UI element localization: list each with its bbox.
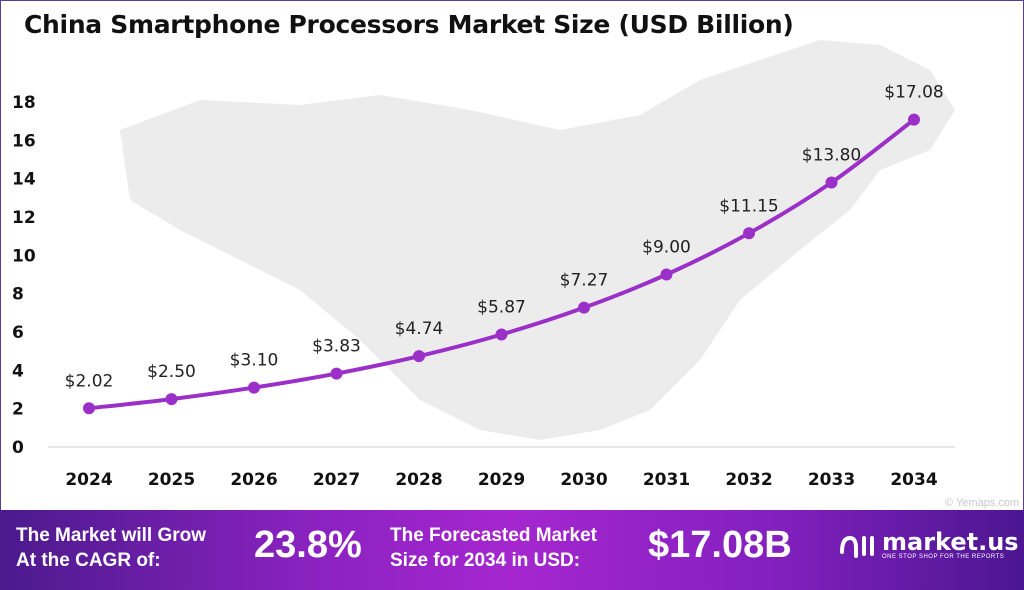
data-label: $7.27: [560, 271, 609, 291]
line-chart: © Yemaps.com 0 2 4 6 8 10 12 14 16 18 2024 2025 202…: [12, 40, 1019, 509]
market-us-logo[interactable]: market.us ONE STOP SHOP FOR THE REPORTS: [838, 530, 1019, 560]
forecast-label-line2: Size for 2034 in USD:: [390, 550, 581, 571]
data-point: [330, 367, 343, 380]
data-point: [825, 176, 838, 189]
y-tick-label: 0: [12, 438, 24, 458]
x-tick-label: 2030: [560, 470, 607, 490]
y-tick-label: 2: [12, 400, 24, 420]
y-tick-label: 4: [12, 361, 24, 381]
watermark: © Yemaps.com: [945, 497, 1019, 509]
data-point: [908, 113, 920, 126]
y-tick-label: 12: [12, 208, 36, 228]
cagr-label-line2: At the CAGR of:: [16, 550, 161, 571]
y-tick-label: 10: [12, 246, 36, 266]
cagr-value: 23.8%: [254, 524, 362, 566]
data-point: [83, 402, 95, 415]
y-tick-label: 14: [12, 170, 36, 190]
y-tick-label: 6: [12, 323, 24, 343]
data-point: [165, 393, 178, 406]
cagr-label-line1: The Market will Grow: [16, 525, 207, 546]
data-label: $4.74: [395, 319, 444, 339]
cagr-label: The Market will Grow At the CAGR of:: [16, 523, 206, 573]
data-label: $17.08: [884, 83, 943, 103]
data-point: [495, 328, 508, 341]
data-label: $2.02: [65, 371, 114, 391]
x-tick-label: 2028: [395, 470, 442, 490]
x-tick-label: 2033: [808, 470, 855, 490]
x-tick-label: 2034: [890, 470, 937, 490]
forecast-label: The Forecasted Market Size for 2034 in U…: [390, 523, 597, 573]
x-tick-label: 2032: [725, 470, 772, 490]
x-tick-label: 2024: [65, 470, 112, 490]
data-point: [660, 268, 673, 281]
data-point: [248, 381, 260, 394]
data-label: $3.83: [312, 337, 361, 357]
data-label: $11.15: [719, 196, 778, 216]
forecast-value: $17.08B: [648, 524, 792, 566]
x-tick-label: 2026: [230, 470, 277, 490]
y-tick-label: 16: [12, 131, 36, 151]
data-label: $5.87: [477, 297, 526, 317]
x-tick-label: 2027: [313, 470, 360, 490]
data-label: $3.10: [230, 351, 279, 371]
x-tick-label: 2025: [148, 470, 195, 490]
x-tick-label: 2031: [643, 470, 690, 490]
forecast-label-line1: The Forecasted Market: [390, 525, 597, 546]
logo-mark-icon: [840, 535, 874, 558]
china-map-background: [120, 40, 955, 440]
chart-title: China Smartphone Processors Market Size …: [24, 10, 794, 39]
logo-name: market.us: [882, 528, 1019, 556]
data-point: [413, 350, 425, 363]
summary-banner: The Market will Grow At the CAGR of: 23.…: [0, 510, 1024, 590]
logo-tagline: ONE STOP SHOP FOR THE REPORTS: [882, 554, 1005, 560]
y-tick-label: 8: [12, 285, 24, 305]
data-point: [578, 301, 590, 314]
data-label: $2.50: [147, 362, 196, 382]
x-tick-label: 2029: [478, 470, 525, 490]
data-point: [743, 227, 755, 240]
data-label: $9.00: [642, 238, 691, 258]
data-label: $13.80: [802, 146, 861, 166]
y-tick-label: 18: [12, 93, 36, 113]
